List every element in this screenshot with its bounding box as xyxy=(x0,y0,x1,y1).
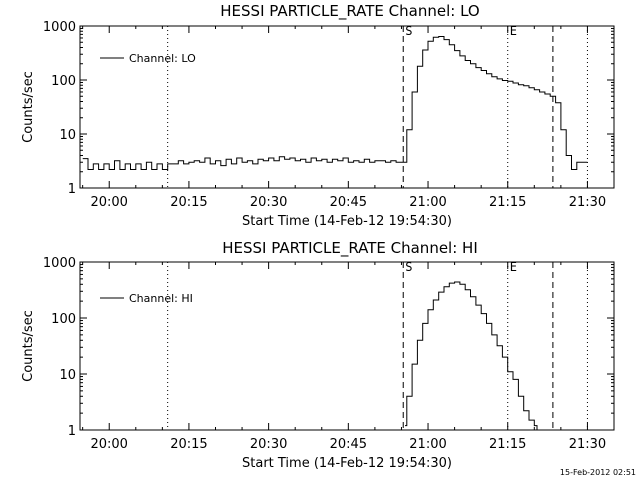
x-tick-label: 21:15 xyxy=(489,437,526,452)
legend-label: Channel: HI xyxy=(129,292,193,305)
y-tick-label: 1 xyxy=(68,424,76,439)
y-tick-label: 10 xyxy=(59,128,76,143)
x-tick-label: 21:00 xyxy=(409,195,446,210)
y-axis: 1 10 100 1000 xyxy=(43,256,614,439)
x-axis-label: Start Time (14-Feb-12 19:54:30) xyxy=(242,456,452,471)
y-tick-label: 100 xyxy=(51,312,76,327)
generation-timestamp: 15-Feb-2012 02:51 xyxy=(560,468,636,477)
x-tick-label: 20:15 xyxy=(170,195,207,210)
x-tick-label: 21:15 xyxy=(489,195,526,210)
marker-label: E xyxy=(510,260,517,274)
legend-label: Channel: LO xyxy=(129,52,196,65)
chart-title: HESSI PARTICLE_RATE Channel: HI xyxy=(222,239,478,258)
x-tick-label: 20:45 xyxy=(330,195,367,210)
x-tick-label: 20:15 xyxy=(170,437,207,452)
x-tick-label: 20:30 xyxy=(250,437,287,452)
x-tick-label: 20:00 xyxy=(90,195,127,210)
x-axis: 20:00 20:15 20:30 20:45 21:00 21:15 21:30 xyxy=(82,262,615,452)
x-tick-label: 21:30 xyxy=(569,437,606,452)
y-axis: 1 10 100 1000 xyxy=(43,20,614,197)
x-tick-label: 20:00 xyxy=(90,437,127,452)
x-tick-label: 20:30 xyxy=(250,195,287,210)
series-line-lo xyxy=(82,36,588,170)
plot-frame xyxy=(79,25,615,189)
y-tick-label: 10 xyxy=(59,368,76,383)
marker-label: S xyxy=(405,260,412,274)
chart-title: HESSI PARTICLE_RATE Channel: LO xyxy=(220,2,479,21)
y-axis-label: Counts/sec xyxy=(21,310,36,382)
x-axis: 20:00 20:15 20:30 20:45 21:00 21:15 21:30 xyxy=(82,26,615,210)
x-axis-label: Start Time (14-Feb-12 19:54:30) xyxy=(242,214,452,229)
y-tick-label: 1000 xyxy=(43,256,76,271)
y-axis-label: Counts/sec xyxy=(21,71,36,143)
series-line-hi xyxy=(405,281,538,430)
y-tick-label: 1 xyxy=(68,182,76,197)
chart-panel-hi: HESSI PARTICLE_RATE Channel: HI 1 10 100 10… xyxy=(21,239,615,471)
x-tick-label: 21:30 xyxy=(569,195,606,210)
x-tick-label: 21:00 xyxy=(409,437,446,452)
marker-label: E xyxy=(510,24,517,38)
x-tick-label: 20:45 xyxy=(330,437,367,452)
chart-panel-lo: HESSI PARTICLE_RATE Channel: LO 1 10 100 10… xyxy=(21,2,615,229)
plot-frame xyxy=(79,261,615,431)
y-tick-label: 1000 xyxy=(43,20,76,35)
marker-label: S xyxy=(405,24,412,38)
y-tick-label: 100 xyxy=(51,74,76,89)
